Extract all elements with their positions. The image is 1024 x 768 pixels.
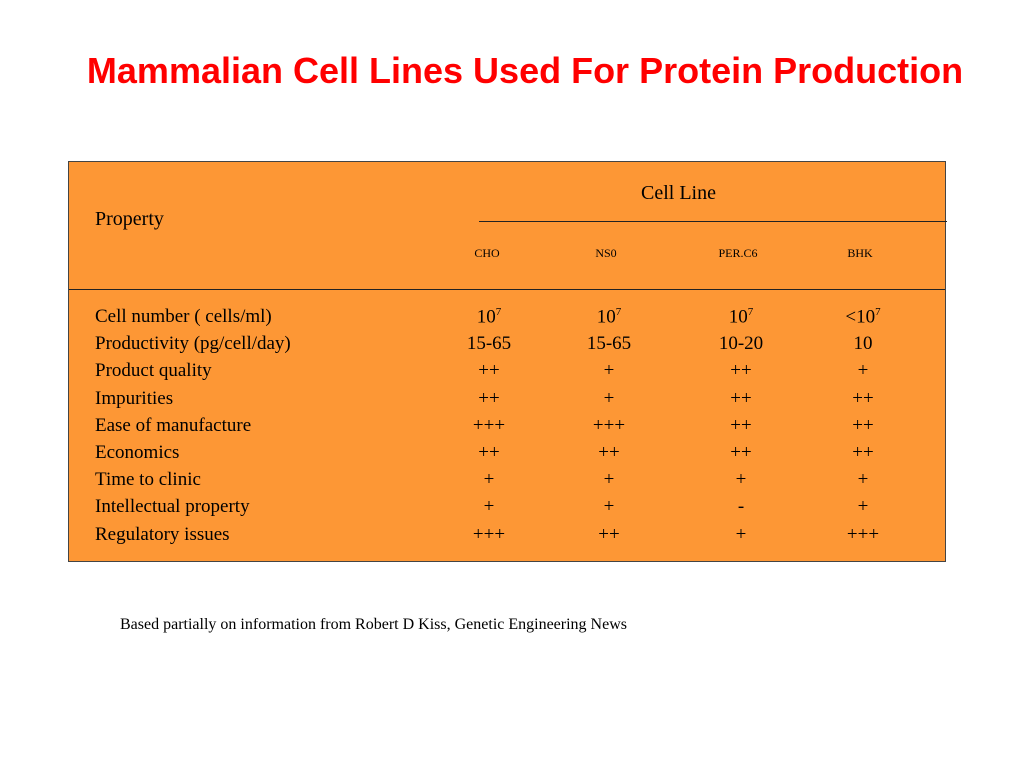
row-label: Time to clinic [95,469,201,491]
table-cell: ++ [701,360,781,382]
table-cell: + [823,469,903,491]
table-cell: 107 [701,306,781,328]
cell-value: +++ [472,523,506,545]
row-label: Cell number ( cells/ml) [95,306,272,327]
table-cell: ++ [701,388,781,410]
cell-value: <10 [845,306,876,328]
cell-value: +++ [472,414,506,436]
table-cell: ++ [823,388,903,410]
cell-value: ++ [598,442,620,463]
cell-line-header: Cell Line [641,182,716,204]
table-cell: <107 [823,306,903,328]
table-cell: +++ [569,415,649,437]
cell-value: 10-20 [718,333,764,355]
table-cell: 107 [569,306,649,328]
cell-value: + [483,496,495,518]
table-cell: ++ [823,442,903,464]
cell-line-table: Property Cell Line CHO NS0 PER.C6 BHK Ce… [68,161,947,562]
table-cell: + [823,496,903,518]
column-header-cho: CHO [474,246,500,260]
cell-exponent: 7 [495,306,502,318]
row-label: Economics [95,442,180,463]
cell-value: ++ [598,523,620,545]
row-label: Regulatory issues [95,523,230,545]
table-cell: + [701,469,781,491]
table-cell: + [823,360,903,382]
cell-value: + [857,360,869,382]
cell-exponent: 7 [615,306,622,318]
table-cell: + [569,469,649,491]
cell-value: + [735,469,747,491]
header-divider [479,221,947,222]
cell-value: ++ [478,387,500,409]
cell-value: ++ [730,442,752,463]
cell-value: + [603,469,615,491]
row-label: Intellectual property [95,496,250,518]
table-cell: + [569,496,649,518]
table-cell: ++ [823,415,903,437]
cell-value: 15-65 [466,333,512,355]
table-cell: + [569,388,649,410]
table-cell: + [449,496,529,518]
table-cell: 10 [823,333,903,355]
table-cell: + [569,360,649,382]
table-cell: + [701,524,781,546]
cell-value: ++ [852,414,874,436]
table-cell: ++ [569,442,649,464]
table-cell: +++ [449,524,529,546]
source-footnote: Based partially on information from Robe… [120,616,627,633]
cell-value: +++ [846,523,880,545]
cell-exponent: 7 [875,306,881,318]
table-cell: ++ [701,415,781,437]
header-bottom-divider [69,289,945,290]
column-header-ns0: NS0 [595,246,617,260]
table-cell: +++ [449,415,529,437]
cell-value: + [857,496,869,518]
row-label: Impurities [95,387,174,409]
table-cell: ++ [449,360,529,382]
cell-value: + [735,523,747,545]
table-cell: ++ [449,442,529,464]
cell-value: ++ [478,442,500,463]
cell-value: - [737,496,745,518]
row-label: Product quality [95,360,212,382]
table-cell: ++ [569,524,649,546]
cell-value: + [603,387,615,409]
cell-value: ++ [478,360,500,382]
cell-value: ++ [730,360,752,382]
cell-value: + [603,360,615,382]
column-header-bhk: BHK [847,246,873,260]
table-cell: + [449,469,529,491]
table-cell: 10-20 [701,333,781,355]
cell-value: 15-65 [586,333,632,355]
property-header: Property [95,208,164,230]
cell-value: 10 [476,306,496,328]
cell-value: +++ [592,414,626,436]
table-cell: 107 [449,306,529,328]
table-cell: ++ [701,442,781,464]
cell-value: ++ [730,387,752,409]
cell-value: + [483,469,495,491]
cell-value: 10 [596,306,616,328]
table-cell: ++ [449,388,529,410]
table-cell: 15-65 [569,333,649,355]
cell-value: + [603,496,615,518]
cell-value: 10 [728,306,748,328]
table-cell: - [701,496,781,518]
column-header-perc6: PER.C6 [718,246,758,260]
cell-value: ++ [852,387,874,409]
table-cell: 15-65 [449,333,529,355]
cell-value: ++ [852,442,874,463]
cell-exponent: 7 [747,306,754,318]
table-cell: +++ [823,524,903,546]
row-label: Ease of manufacture [95,414,252,436]
row-label: Productivity (pg/cell/day) [95,333,291,355]
slide-title: Mammalian Cell Lines Used For Protein Pr… [86,50,964,91]
cell-value: + [857,469,869,491]
cell-value: ++ [730,414,752,436]
cell-value: 10 [853,333,873,355]
